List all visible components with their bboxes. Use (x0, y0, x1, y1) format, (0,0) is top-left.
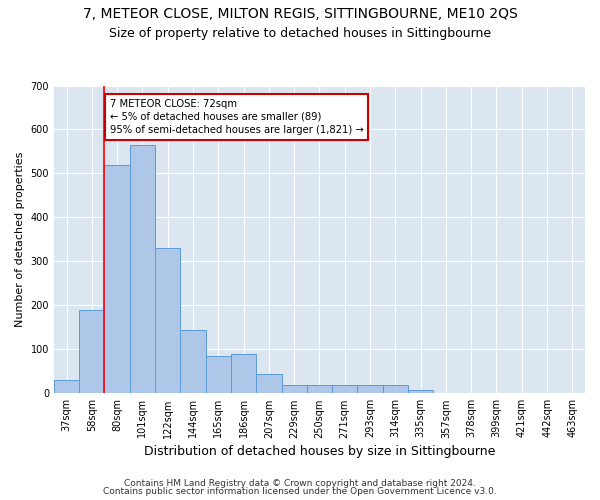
Text: Contains HM Land Registry data © Crown copyright and database right 2024.: Contains HM Land Registry data © Crown c… (124, 478, 476, 488)
Bar (79, 310, 104, 394)
Text: 7 METEOR CLOSE: 72sqm
← 5% of detached houses are smaller (89)
95% of semi-detac: 7 METEOR CLOSE: 72sqm ← 5% of detached h… (110, 98, 364, 135)
Bar (231, 354, 256, 394)
Bar (155, 248, 181, 394)
Bar (256, 374, 281, 394)
Bar (408, 390, 433, 394)
Text: Contains public sector information licensed under the Open Government Licence v3: Contains public sector information licen… (103, 487, 497, 496)
Bar (206, 356, 231, 394)
Bar (54, 380, 79, 394)
Bar (332, 384, 358, 394)
Bar (104, 164, 130, 394)
Bar (358, 384, 383, 394)
Y-axis label: Number of detached properties: Number of detached properties (15, 152, 25, 327)
Bar (181, 330, 206, 394)
Bar (130, 145, 155, 394)
Text: 7, METEOR CLOSE, MILTON REGIS, SITTINGBOURNE, ME10 2QS: 7, METEOR CLOSE, MILTON REGIS, SITTINGBO… (83, 8, 517, 22)
Bar (383, 384, 408, 394)
Text: Size of property relative to detached houses in Sittingbourne: Size of property relative to detached ho… (109, 28, 491, 40)
Bar (307, 384, 332, 394)
X-axis label: Distribution of detached houses by size in Sittingbourne: Distribution of detached houses by size … (144, 444, 495, 458)
Bar (281, 384, 307, 394)
